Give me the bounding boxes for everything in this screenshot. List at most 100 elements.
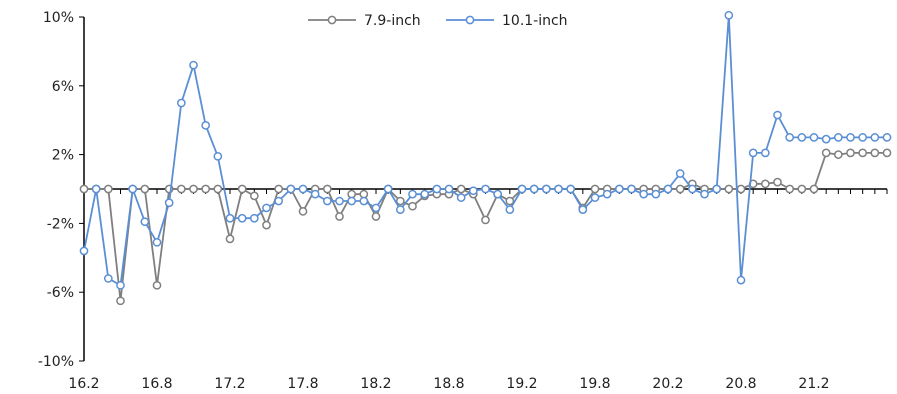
data-point <box>846 133 855 142</box>
data-point <box>176 98 186 108</box>
data-point <box>639 189 649 199</box>
data-point <box>809 133 819 142</box>
legend-label-1: 10.1-inch <box>502 13 568 29</box>
y-tick-label: 10% <box>43 10 74 26</box>
y-tick-label: -2% <box>47 216 74 232</box>
data-point <box>481 215 490 225</box>
data-point <box>140 217 150 227</box>
data-point <box>91 184 101 194</box>
x-tick-label: 20.2 <box>652 376 683 392</box>
data-point <box>566 184 576 194</box>
y-tick-label: 6% <box>52 79 74 95</box>
data-point <box>213 184 223 194</box>
data-point <box>249 213 259 223</box>
data-point <box>627 184 636 194</box>
y-tick-label: 2% <box>52 148 74 164</box>
x-tick-label: 16.2 <box>68 376 99 392</box>
data-point <box>201 121 211 130</box>
data-point <box>797 133 807 142</box>
data-point <box>797 184 807 194</box>
data-point <box>541 184 551 194</box>
data-point <box>189 60 198 70</box>
data-point <box>225 234 235 244</box>
data-point <box>335 212 344 221</box>
data-point <box>286 184 296 194</box>
data-point <box>821 148 831 158</box>
data-point <box>335 196 344 206</box>
data-point <box>189 184 198 194</box>
data-point <box>675 169 685 178</box>
data-point <box>578 205 588 214</box>
data-point <box>274 184 284 194</box>
data-point <box>322 184 332 194</box>
data-point <box>554 184 563 194</box>
data-point <box>298 207 308 216</box>
legend-marker-1 <box>465 15 475 25</box>
data-point <box>870 148 880 158</box>
x-axis: 16.2 16.8 17.2 17.8 18.2 18.8 19.2 19.8 20.2 20.8… <box>68 188 888 392</box>
data-point <box>687 184 697 194</box>
data-point <box>140 184 150 194</box>
data-point <box>663 184 673 194</box>
x-tick-label: 16.8 <box>141 376 172 392</box>
x-tick-label: 18.2 <box>360 376 391 392</box>
data-point <box>395 205 405 214</box>
data-point <box>298 184 308 194</box>
x-tick-label: 19.8 <box>579 376 610 392</box>
data-point <box>858 133 868 142</box>
data-point <box>724 184 734 194</box>
data-point <box>760 179 770 189</box>
x-tick-label: 18.8 <box>433 376 464 392</box>
data-point <box>809 184 819 194</box>
data-point <box>505 196 515 206</box>
data-point <box>408 201 417 211</box>
data-point <box>128 184 138 194</box>
data-point <box>675 184 685 194</box>
legend-label-0: 7.9-inch <box>364 13 421 29</box>
data-point <box>748 148 758 158</box>
data-point <box>602 189 612 199</box>
data-point <box>359 189 369 199</box>
data-point <box>444 184 454 194</box>
data-point <box>237 213 247 223</box>
data-point <box>590 184 600 194</box>
data-point <box>420 189 430 199</box>
data-point <box>116 296 125 306</box>
data-point <box>432 184 442 194</box>
data-point <box>712 184 722 194</box>
data-point <box>614 184 624 194</box>
y-tick-label: -10% <box>38 354 74 370</box>
data-point <box>773 110 782 120</box>
data-point <box>116 280 125 290</box>
data-point <box>529 184 539 194</box>
data-point <box>383 184 393 194</box>
data-point <box>736 275 746 285</box>
legend: 7.9-inch 10.1-inch <box>308 13 568 29</box>
data-point <box>785 133 795 142</box>
data-point <box>833 150 843 159</box>
x-tick-label: 20.8 <box>725 376 756 392</box>
data-point <box>493 189 503 199</box>
data-point <box>310 189 320 199</box>
data-point <box>408 189 417 199</box>
x-tick-label: 21.2 <box>798 376 829 392</box>
data-point <box>262 220 271 230</box>
data-point <box>773 177 782 187</box>
data-point <box>481 184 490 194</box>
data-point <box>371 203 381 213</box>
data-point <box>371 212 381 221</box>
data-point <box>870 133 880 142</box>
data-point <box>505 205 515 214</box>
data-point <box>164 198 174 208</box>
x-tick-label: 19.2 <box>506 376 537 392</box>
data-point <box>858 148 868 158</box>
data-point <box>152 237 162 247</box>
data-point <box>176 184 186 194</box>
data-point <box>79 246 89 256</box>
data-point <box>79 184 89 194</box>
series-layer <box>79 10 892 306</box>
data-point <box>347 189 357 199</box>
data-point <box>456 184 466 194</box>
data-point <box>359 196 369 206</box>
